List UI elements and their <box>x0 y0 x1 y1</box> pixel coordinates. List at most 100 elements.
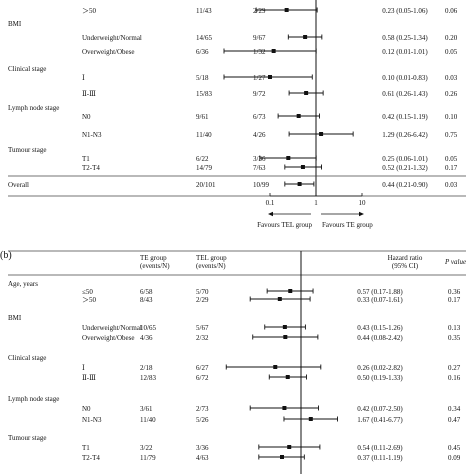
x-tick-label-10: 10 <box>359 199 367 207</box>
header-te-group-sub: (events/N) <box>140 262 170 270</box>
row-label: N1-N3 <box>82 416 102 424</box>
hazard-ratio-point <box>273 365 278 369</box>
group-label: Clinical stage <box>8 65 46 73</box>
hazard-ratio-ci: 0.12 (0.01-1.01) <box>382 48 428 56</box>
hazard-ratio-ci: 0.26 (0.02-2.82) <box>357 364 403 372</box>
p-value: 0.47 <box>448 416 461 424</box>
p-value: 0.34 <box>448 405 461 413</box>
group-label: BMI <box>8 20 22 28</box>
row-label: ＞50 <box>82 7 96 15</box>
row-label: T2-T4 <box>82 164 100 172</box>
row-label: Overweight/Obese <box>82 334 134 342</box>
hazard-ratio-point <box>283 335 288 339</box>
hazard-ratio-ci: 0.23 (0.05-1.06) <box>382 7 428 15</box>
hazard-ratio-ci: 0.37 (0.11-1.19) <box>357 454 403 462</box>
te-events: 6/58 <box>140 288 153 296</box>
hazard-ratio-ci: 0.42 (0.07-2.50) <box>357 405 403 413</box>
hazard-ratio-ci: 0.61 (0.26-1.43) <box>382 90 428 98</box>
hazard-ratio-ci: 0.58 (0.25-1.34) <box>382 34 428 42</box>
row-label: T1 <box>82 155 90 163</box>
p-value: 0.17 <box>445 164 458 172</box>
hazard-ratio-point <box>297 182 302 186</box>
panel-b: (b) TE group (events/N) TEL group (event… <box>0 250 466 474</box>
hazard-ratio-point <box>287 445 292 449</box>
p-value: 0.05 <box>445 155 458 163</box>
panel-a: 0.1 1 10 Favours TEL group Favours TE gr… <box>8 0 466 229</box>
x-tick-label-1: 1 <box>314 199 318 207</box>
tel-events: 2/73 <box>196 405 209 413</box>
p-value: 0.13 <box>448 324 461 332</box>
te-events: 8/43 <box>140 296 153 304</box>
row-label: Overweight/Obese <box>82 48 134 56</box>
tel-events: 9/67 <box>253 34 266 42</box>
tel-events: 7/63 <box>253 164 266 172</box>
tel-events: 2/29 <box>253 7 266 15</box>
te-events: 4/36 <box>140 334 153 342</box>
hazard-ratio-point <box>288 289 293 293</box>
te-events: 3/22 <box>140 444 153 452</box>
tel-events: 10/99 <box>253 181 269 189</box>
header-hazard-ratio-sub: (95% CI) <box>392 262 419 270</box>
p-value: 0.27 <box>448 364 461 372</box>
hazard-ratio-point <box>268 75 272 79</box>
hazard-ratio-ci: 0.42 (0.15-1.19) <box>382 113 428 121</box>
p-value: 0.09 <box>448 454 461 462</box>
row-label: N1-N3 <box>82 131 102 139</box>
p-value: 0.03 <box>445 74 458 82</box>
hazard-ratio-ci: 0.25 (0.06-1.01) <box>382 155 428 163</box>
hazard-ratio-ci: 0.57 (0.17-1.88) <box>357 288 403 296</box>
favours-left-arrowhead <box>268 211 273 217</box>
hazard-ratio-ci: 0.44 (0.21-0.90) <box>382 181 428 189</box>
header-tel-group: TEL group <box>196 254 227 262</box>
te-events: 5/18 <box>196 74 209 82</box>
te-events: 12/83 <box>140 374 156 382</box>
forest-rows: ＞50 11/43 2/29 0.23 (0.05-1.06) 0.06 BMI Under… <box>8 7 461 462</box>
te-events: 14/65 <box>196 34 212 42</box>
hazard-ratio-point <box>308 417 313 421</box>
hazard-ratio-point <box>319 132 324 136</box>
hazard-ratio-point <box>280 455 285 459</box>
te-events: 6/36 <box>196 48 209 56</box>
row-label: T2-T4 <box>82 454 100 462</box>
tel-events: 9/72 <box>253 90 266 98</box>
p-value: 0.17 <box>448 296 461 304</box>
tel-events: 5/70 <box>196 288 209 296</box>
row-label: Ⅰ <box>82 364 85 372</box>
tel-events: 1/32 <box>253 48 266 56</box>
p-value: 0.16 <box>448 374 461 382</box>
hazard-ratio-point <box>285 375 290 379</box>
hazard-ratio-point <box>277 297 282 301</box>
favours-right-arrowhead <box>359 211 364 217</box>
group-label: Lymph node stage <box>8 104 59 112</box>
hazard-ratio-point <box>282 406 287 410</box>
tel-events: 4/63 <box>196 454 209 462</box>
header-hazard-ratio: Hazard ratio <box>388 254 423 262</box>
row-label: Ⅱ-Ⅲ <box>82 374 96 382</box>
hazard-ratio-ci: 1.67 (0.41-6.77) <box>357 416 403 424</box>
hazard-ratio-ci: 0.10 (0.01-0.83) <box>382 74 428 82</box>
row-label: N0 <box>82 113 91 121</box>
panel-b-label: (b) <box>0 250 12 261</box>
p-value: 0.20 <box>445 34 458 42</box>
p-value: 0.75 <box>445 131 458 139</box>
header-tel-group-sub: (events/N) <box>196 262 226 270</box>
tel-events: 6/73 <box>253 113 266 121</box>
hazard-ratio-ci: 0.52 (0.21-1.32) <box>382 164 428 172</box>
te-events: 14/79 <box>196 164 212 172</box>
te-events: 10/65 <box>140 324 156 332</box>
hazard-ratio-point <box>284 8 289 12</box>
tel-events: 5/26 <box>196 416 209 424</box>
te-events: 11/40 <box>140 416 156 424</box>
group-label: Lymph node stage <box>8 395 59 403</box>
p-value: 0.10 <box>445 113 458 121</box>
hazard-ratio-point <box>296 114 301 118</box>
row-label: T1 <box>82 444 90 452</box>
hazard-ratio-ci: 1.29 (0.26-6.42) <box>382 131 428 139</box>
tel-events: 4/26 <box>253 131 266 139</box>
hazard-ratio-point <box>304 91 309 95</box>
hazard-ratio-ci: 0.54 (0.11-2.69) <box>357 444 403 452</box>
panel-b-header: TE group (events/N) TEL group (events/N)… <box>140 254 466 270</box>
header-p-value: P value <box>444 258 466 266</box>
row-label: Ⅰ <box>82 74 85 82</box>
